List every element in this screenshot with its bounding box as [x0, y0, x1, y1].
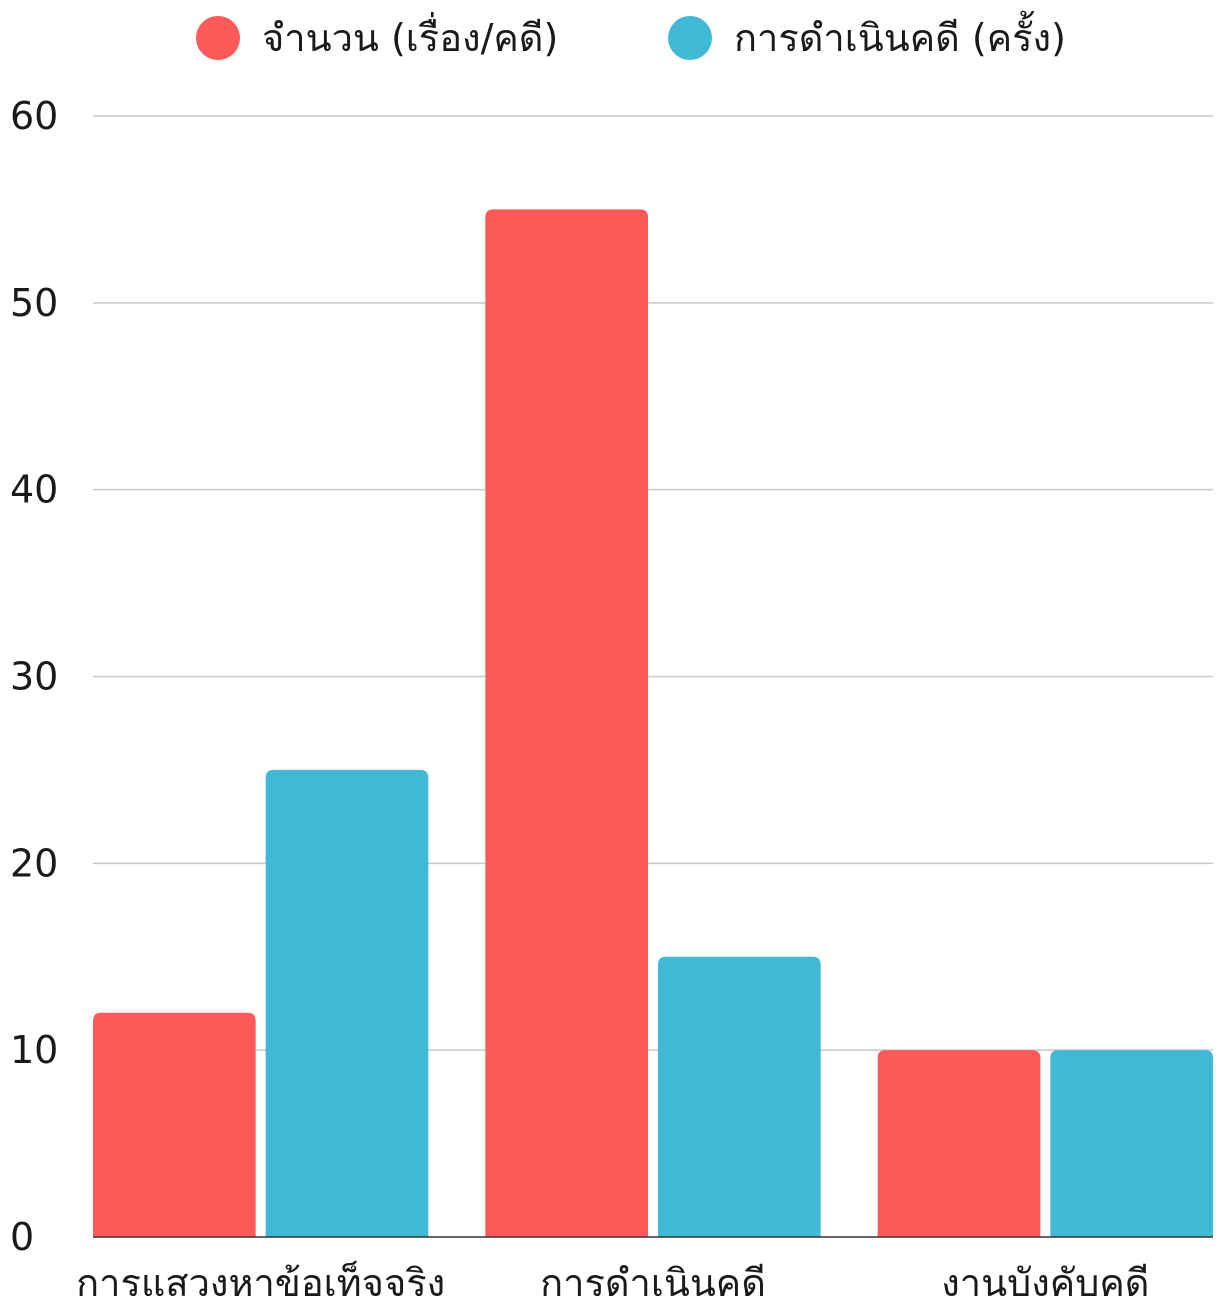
y-tick-label: 0: [10, 1215, 34, 1259]
x-tick-label: งานบังคับคดี: [941, 1261, 1149, 1304]
legend: จำนวน (เรื่อง/คดี) การดำเนินคดี (ครั้ง): [196, 10, 1066, 60]
bar-2-2: [658, 956, 821, 1237]
x-tick-label: การแสวงหาข้อเท็จจริง: [76, 1260, 445, 1304]
y-tick-label: 10: [10, 1028, 58, 1072]
y-axis: 0 10 20 30 40 50 60: [10, 94, 58, 1259]
y-tick-label: 50: [10, 281, 58, 325]
legend-swatch: [668, 16, 712, 60]
x-tick-label: การดำเนินคดี: [540, 1261, 766, 1304]
bar-1-3: [877, 1050, 1041, 1237]
bar-1-1: [93, 1012, 256, 1237]
bar-2-1: [265, 769, 429, 1237]
bar-2-3: [1050, 1050, 1213, 1237]
bars: [93, 209, 1213, 1238]
x-axis: การแสวงหาข้อเท็จจริง การดำเนินคดี งานบังคั…: [76, 1236, 1213, 1304]
gridlines: [93, 115, 1213, 1051]
legend-label: การดำเนินคดี (ครั้ง): [734, 10, 1066, 60]
bar-1-2: [485, 209, 648, 1238]
y-tick-label: 20: [10, 841, 58, 885]
y-tick-label: 30: [10, 655, 58, 699]
y-tick-label: 40: [10, 468, 58, 512]
legend-swatch: [196, 16, 240, 60]
legend-label: จำนวน (เรื่อง/คดี): [262, 12, 558, 60]
y-tick-label: 60: [10, 94, 58, 138]
